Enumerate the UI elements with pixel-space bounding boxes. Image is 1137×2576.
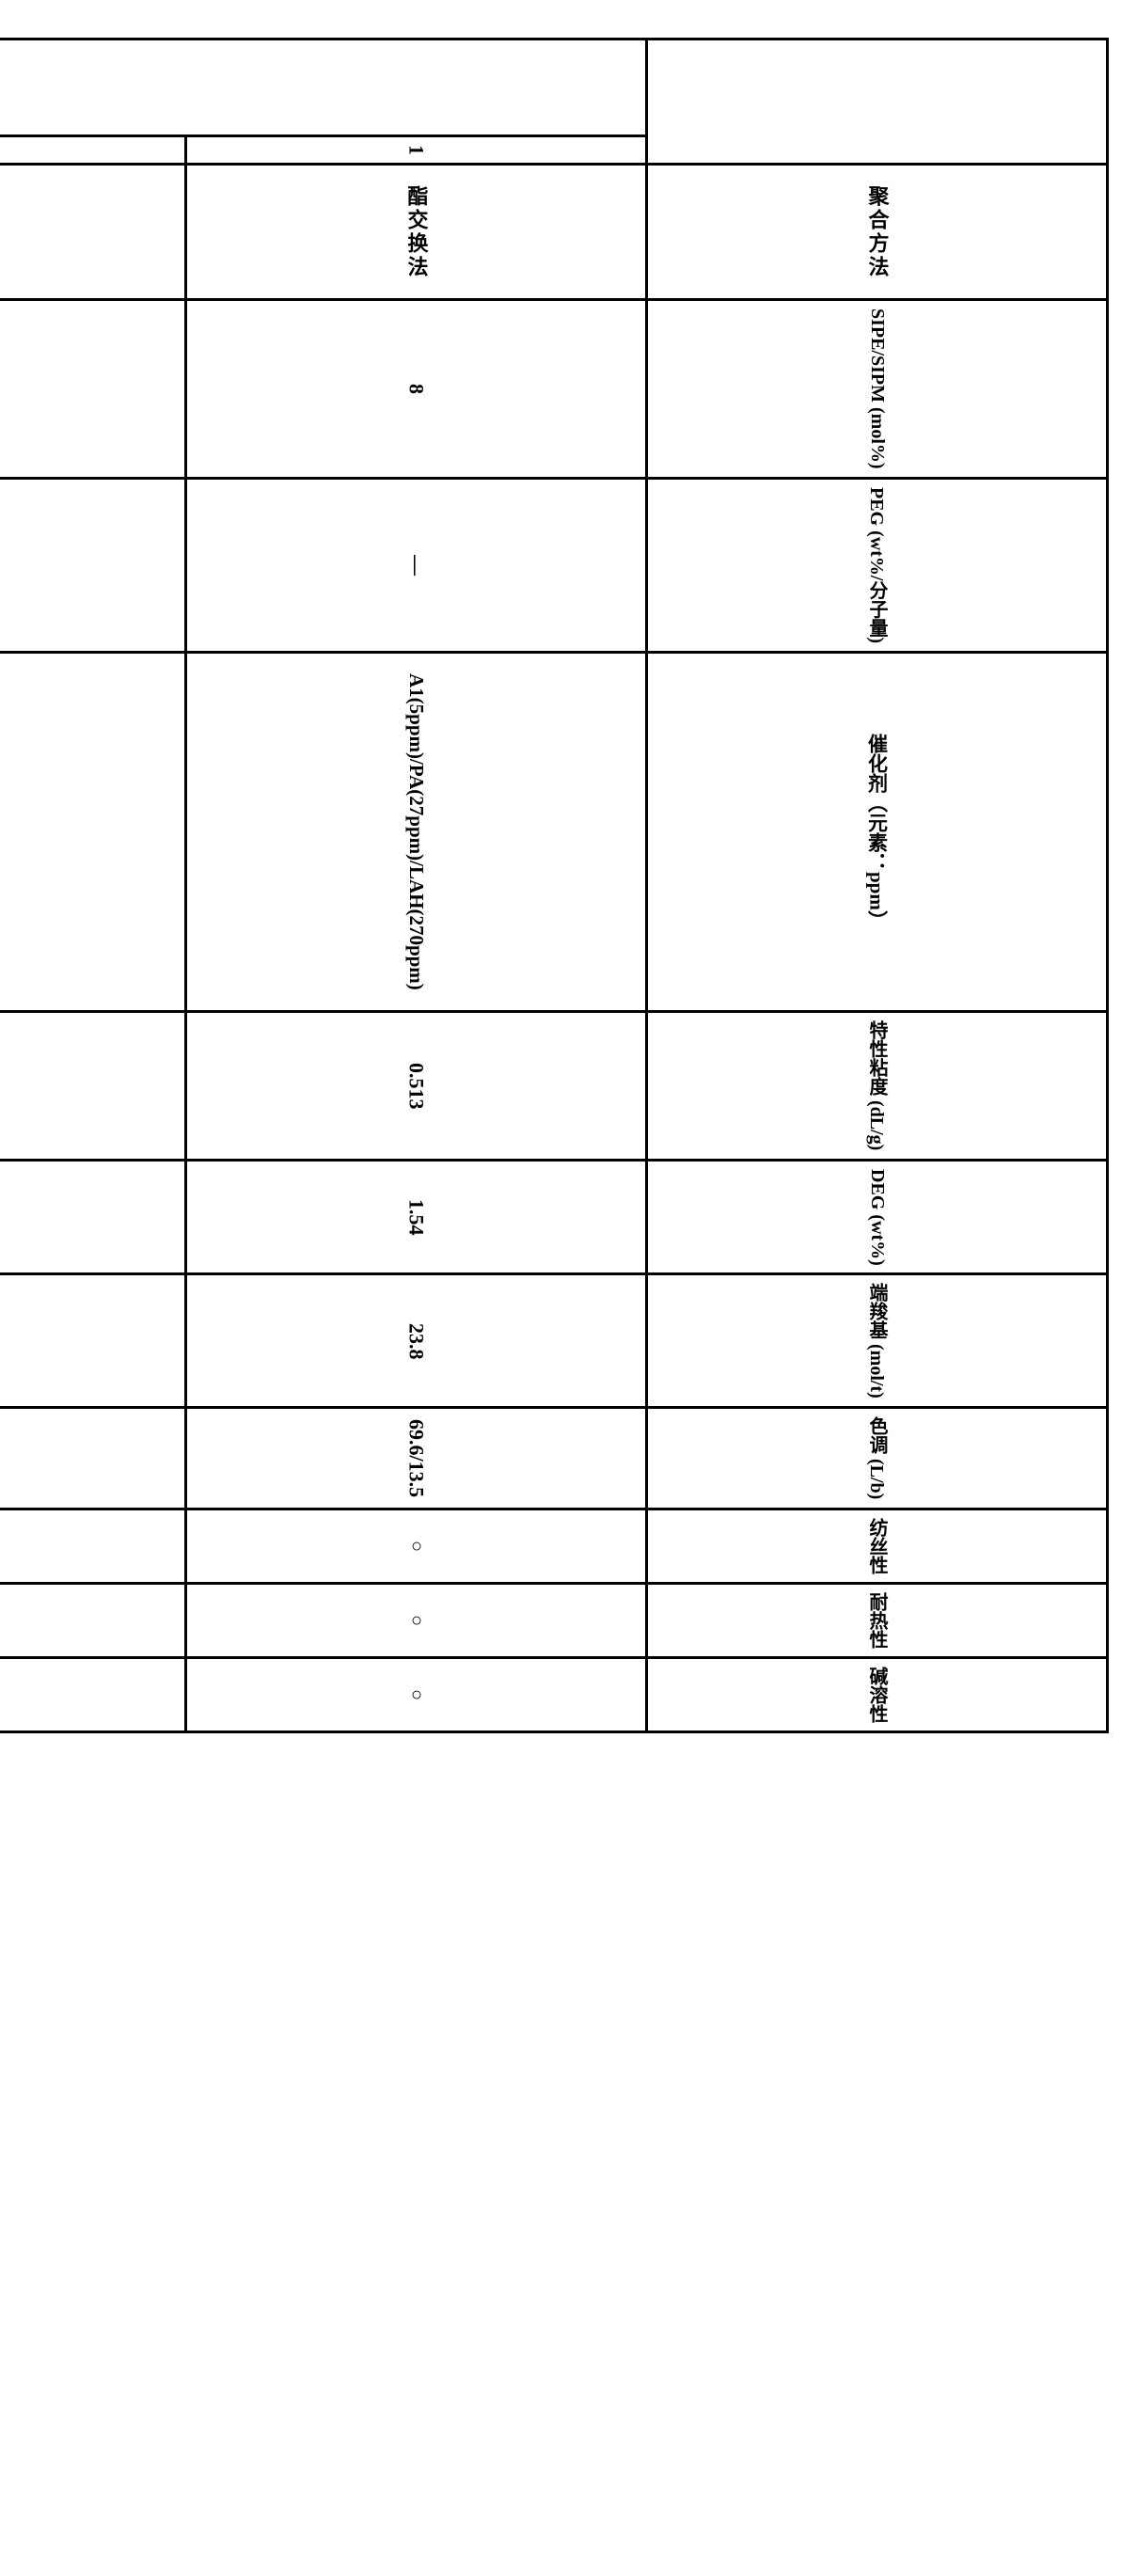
header-method: 聚合方法 [647, 165, 1108, 300]
header-spin: 纺丝性 [647, 1509, 1108, 1583]
cell-sipe: 6 [0, 300, 186, 479]
header-blank [647, 40, 1108, 165]
cell-carb: 22.7 [0, 1274, 186, 1408]
cell-catalyst: A1(5ppm)/PA(27ppm)/LAH(270ppm) [186, 652, 647, 1012]
cell-spin: ○ [186, 1509, 647, 1583]
header-heat: 耐热性 [647, 1583, 1108, 1657]
cell-method: 酯交换法 [186, 165, 647, 300]
cell-catalyst: A1(3ppm)/PA(30ppm)/LAH(260ppm) [0, 652, 186, 1012]
data-table: 聚合方法 SIPE/SIPM (mol%) PEG (wt%/分子量) 催化剂（… [0, 38, 1109, 1733]
header-viscosity: 特性粘度 (dL/g) [647, 1012, 1108, 1160]
page-root: 聚合方法 SIPE/SIPM (mol%) PEG (wt%/分子量) 催化剂（… [28, 38, 1109, 1733]
cell-method: 酯交换法 [0, 165, 186, 300]
row-num: 2 [0, 136, 186, 165]
header-deg: DEG (wt%) [647, 1160, 1108, 1274]
group-examples: 实施例 [0, 40, 647, 136]
cell-color: 69.6/13.5 [186, 1408, 647, 1509]
header-alkali: 碱溶性 [647, 1657, 1108, 1731]
header-catalyst: 催化剂（元素：ppm） [647, 652, 1108, 1012]
header-color: 色调 (L/b) [647, 1408, 1108, 1509]
cell-visc: 0.509 [0, 1012, 186, 1160]
header-carboxyl: 端羧基 (mol/t) [647, 1274, 1108, 1408]
cell-deg: 1.54 [186, 1160, 647, 1274]
cell-sipe: 8 [186, 300, 647, 479]
cell-deg: 1.56 [0, 1160, 186, 1274]
table-row: 实施例 1 酯交换法 8 ― A1(5ppm)/PA(27ppm)/LAH(27… [186, 40, 647, 1732]
table-row: 2 酯交换法 6 ― A1(3ppm)/PA(30ppm)/LAH(260ppm… [0, 40, 186, 1732]
header-row: 聚合方法 SIPE/SIPM (mol%) PEG (wt%/分子量) 催化剂（… [647, 40, 1108, 1732]
cell-peg: ― [0, 478, 186, 652]
cell-peg: ― [186, 478, 647, 652]
cell-alkali: ○ [186, 1657, 647, 1731]
row-num: 1 [186, 136, 647, 165]
cell-alkali: ○ [0, 1657, 186, 1731]
cell-spin: ○ [0, 1509, 186, 1583]
header-sipe: SIPE/SIPM (mol%) [647, 300, 1108, 479]
table-body: 实施例 1 酯交换法 8 ― A1(5ppm)/PA(27ppm)/LAH(27… [0, 40, 647, 1732]
cell-carb: 23.8 [186, 1274, 647, 1408]
cell-heat: ○ [0, 1583, 186, 1657]
cell-heat: ○ [186, 1583, 647, 1657]
header-peg: PEG (wt%/分子量) [647, 478, 1108, 652]
cell-color: 68.2/13.7 [0, 1408, 186, 1509]
cell-visc: 0.513 [186, 1012, 647, 1160]
